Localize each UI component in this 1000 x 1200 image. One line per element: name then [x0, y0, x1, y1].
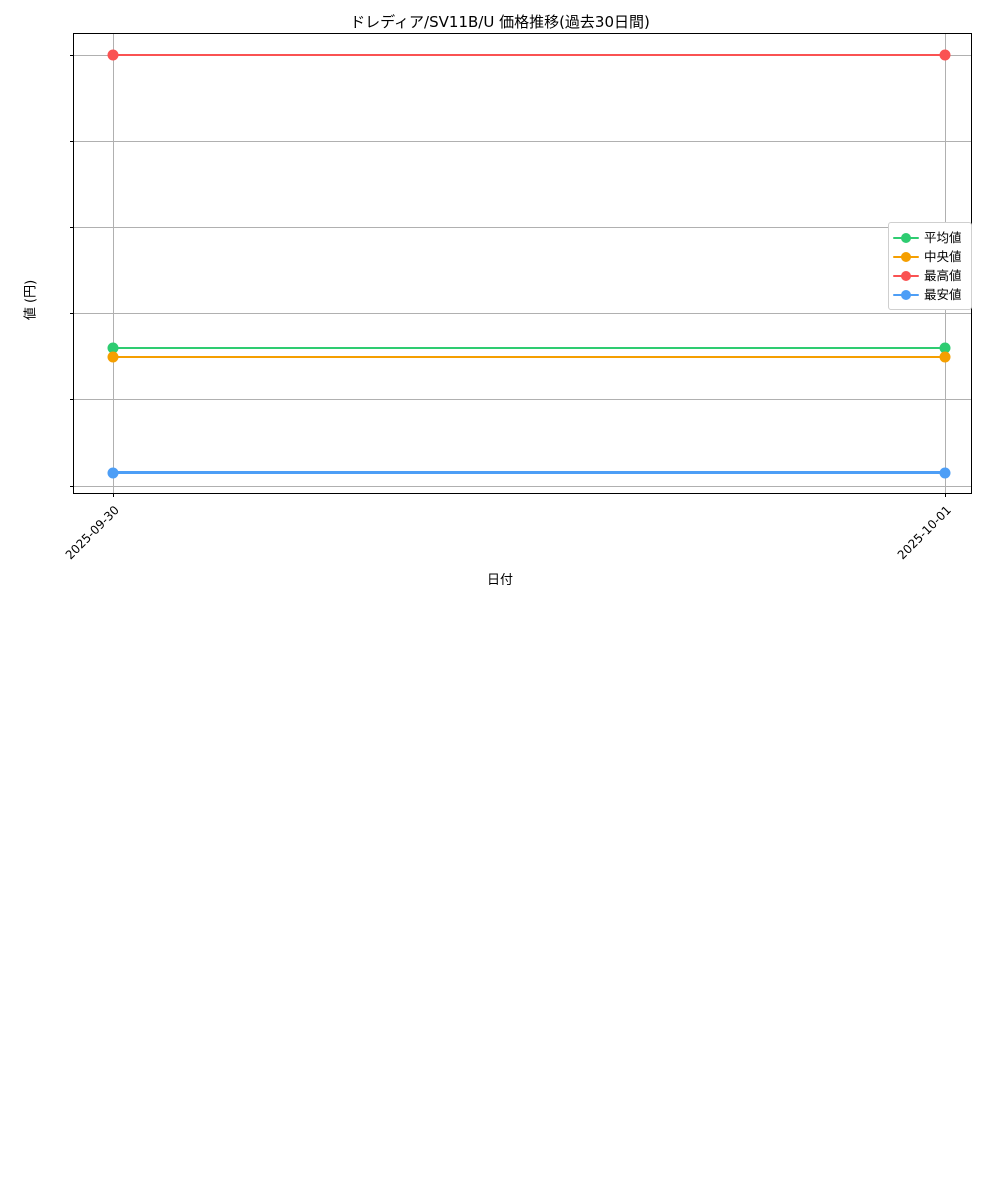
y-axis-tick-mark — [70, 485, 74, 487]
data-point-marker — [107, 351, 119, 363]
gridline-horizontal — [74, 399, 971, 401]
series-line-最安値 — [113, 471, 945, 474]
gridline-horizontal — [74, 313, 971, 315]
x-axis-tick-label: 2025-09-30 — [62, 503, 122, 563]
x-axis-tick-mark — [113, 493, 114, 497]
legend-swatch-icon — [893, 251, 919, 262]
legend-item-平均値[interactable]: 平均値 — [893, 228, 966, 247]
legend-item-最安値[interactable]: 最安値 — [893, 285, 966, 304]
y-axis-tick-mark — [70, 141, 74, 143]
series-line-中央値 — [113, 356, 945, 359]
series-line-平均値 — [113, 346, 945, 349]
y-axis-tick-mark — [70, 313, 74, 315]
gridline-vertical — [113, 34, 114, 493]
data-series-layer — [74, 34, 971, 493]
legend-item-label: 中央値 — [924, 249, 962, 264]
y-axis-tick-mark — [70, 399, 74, 401]
gridline-horizontal — [74, 485, 971, 487]
legend-item-label: 最高値 — [924, 268, 962, 283]
data-point-marker — [939, 351, 951, 363]
gridline-horizontal — [74, 141, 971, 143]
y-axis-label: 値 (円) — [23, 279, 39, 321]
data-point-marker — [939, 49, 951, 61]
chart-title: ドレディア/SV11B/U 価格推移(過去30日間) — [350, 13, 650, 31]
legend-swatch-icon — [893, 232, 919, 243]
legend-item-中央値[interactable]: 中央値 — [893, 247, 966, 266]
y-axis-tick-mark — [70, 55, 74, 57]
y-axis-tick-mark — [70, 227, 74, 229]
x-axis-tick-mark — [945, 493, 946, 497]
plot-area — [70, 33, 972, 497]
data-point-marker — [107, 49, 119, 61]
data-point-marker — [107, 342, 119, 354]
chart-figure: ドレディア/SV11B/U 価格推移(過去30日間) 値 (円) 日付 0200… — [23, 13, 972, 588]
legend-item-label: 平均値 — [924, 230, 962, 245]
legend-swatch-icon — [893, 270, 919, 281]
legend-swatch-icon — [893, 289, 919, 300]
data-point-marker — [939, 342, 951, 354]
chart-legend[interactable]: 平均値中央値最高値最安値 — [888, 222, 972, 310]
x-axis-label: 日付 — [486, 573, 513, 588]
legend-item-label: 最安値 — [924, 287, 962, 302]
series-line-最高値 — [113, 53, 945, 57]
x-axis-tick-label: 2025-10-01 — [894, 503, 954, 563]
legend-item-最高値[interactable]: 最高値 — [893, 266, 966, 285]
data-point-marker — [107, 467, 119, 479]
gridline-horizontal — [74, 227, 971, 229]
data-point-marker — [939, 467, 951, 479]
